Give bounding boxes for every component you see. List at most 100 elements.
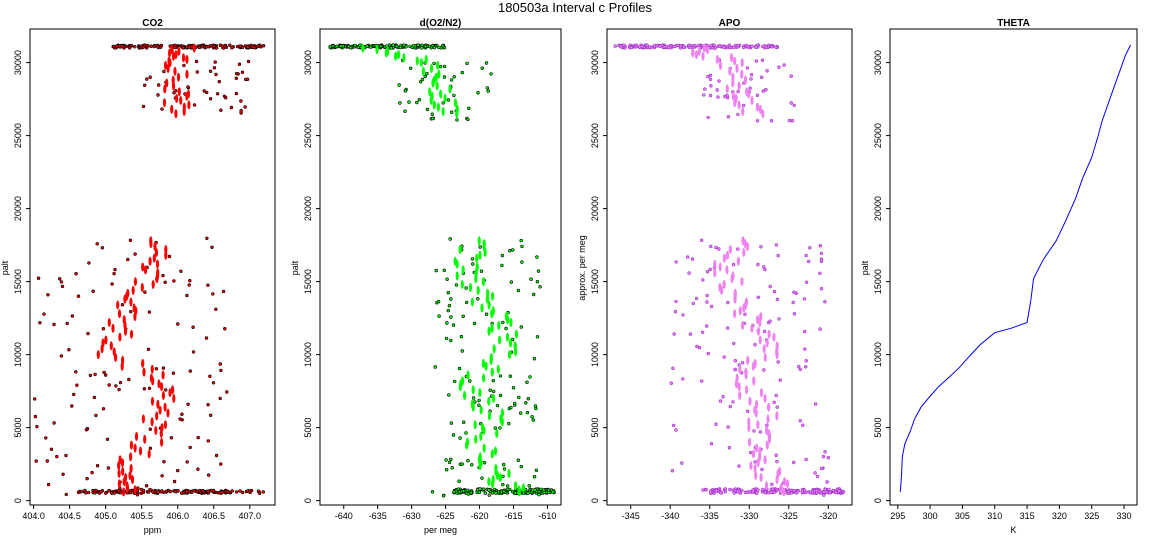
data-point	[748, 490, 752, 494]
data-point	[748, 86, 752, 90]
data-point-cluster	[486, 288, 490, 298]
x-tick-label: 330	[1117, 511, 1132, 521]
data-point-cluster	[763, 393, 767, 403]
data-point-cluster	[490, 367, 494, 377]
data-point	[133, 44, 137, 49]
data-point	[200, 44, 205, 49]
data-point-cluster	[491, 475, 495, 485]
data-point-cluster	[752, 376, 756, 386]
data-point	[822, 493, 826, 497]
data-point	[478, 487, 482, 491]
data-point	[754, 45, 758, 49]
data-point-cluster	[756, 315, 760, 325]
data-point	[756, 488, 760, 492]
data-point-cluster	[761, 109, 765, 119]
data-point	[760, 58, 765, 62]
data-point-cluster	[476, 285, 480, 295]
data-point	[507, 421, 511, 426]
data-point-cluster	[725, 265, 729, 275]
data-point-cluster	[733, 288, 737, 298]
data-point-cluster	[731, 72, 735, 82]
data-point	[794, 491, 799, 495]
data-point-cluster	[186, 89, 191, 99]
data-point	[112, 491, 117, 495]
data-point-cluster	[181, 53, 186, 63]
data-point	[819, 489, 823, 494]
data-point	[395, 44, 399, 48]
data-point	[673, 44, 677, 48]
data-point-cluster	[701, 51, 705, 61]
data-point	[224, 95, 228, 100]
data-point	[444, 458, 448, 462]
data-point-cluster	[158, 405, 162, 415]
data-point	[240, 45, 245, 50]
data-point-cluster	[436, 102, 440, 112]
data-point	[803, 347, 807, 351]
x-tick-label: -320	[819, 511, 837, 521]
data-point-cluster	[484, 361, 488, 371]
data-point-cluster	[749, 461, 753, 471]
data-point-cluster	[129, 329, 134, 339]
data-point-cluster	[718, 61, 723, 70]
data-point-cluster	[435, 81, 439, 91]
data-point	[191, 350, 196, 354]
x-tick-label: 404.5	[58, 511, 81, 521]
data-point	[728, 487, 732, 492]
data-point	[146, 347, 151, 351]
data-point-cluster	[748, 396, 752, 406]
data-point	[804, 457, 808, 462]
data-point-cluster	[128, 471, 132, 480]
data-point-cluster	[424, 54, 428, 64]
data-point	[778, 378, 782, 382]
data-point	[447, 304, 452, 308]
data-point-cluster	[117, 469, 121, 478]
data-point	[760, 467, 764, 472]
data-point	[44, 436, 48, 440]
data-point	[477, 490, 482, 494]
data-point	[770, 482, 774, 486]
data-point	[776, 253, 780, 258]
data-point-cluster	[155, 259, 160, 269]
data-point	[705, 293, 709, 298]
panel-title: THETA	[997, 18, 1030, 29]
data-point-cluster	[170, 45, 174, 55]
data-point	[95, 242, 99, 246]
data-point	[533, 404, 538, 408]
data-point	[74, 370, 78, 374]
data-point	[499, 490, 504, 494]
data-point-cluster	[491, 306, 495, 316]
data-point-cluster	[479, 431, 483, 441]
data-point	[733, 367, 737, 372]
data-point-cluster	[129, 464, 133, 473]
data-point	[508, 249, 512, 253]
data-point	[144, 484, 149, 488]
y-tick-label: 10000	[590, 342, 600, 367]
data-point-cluster	[118, 455, 122, 465]
data-point	[464, 431, 468, 435]
data-point-cluster	[109, 341, 113, 351]
data-point-cluster	[149, 236, 153, 246]
data-point	[60, 284, 65, 289]
data-point	[411, 44, 416, 48]
data-point	[506, 487, 510, 492]
data-point	[102, 370, 106, 375]
data-point-cluster	[753, 358, 757, 368]
data-point-cluster	[481, 277, 485, 287]
data-point	[705, 300, 709, 304]
data-point-cluster	[740, 58, 744, 68]
data-point	[257, 489, 261, 493]
y-axis-label: palt	[0, 260, 10, 275]
data-point	[245, 489, 250, 493]
data-point	[513, 491, 517, 495]
data-point-cluster	[481, 423, 485, 433]
data-point	[169, 436, 174, 440]
data-point	[451, 433, 456, 437]
data-point-cluster	[762, 344, 766, 354]
data-point-cluster	[143, 434, 147, 444]
panel-title: d(O2/N2)	[420, 18, 462, 29]
data-point	[751, 489, 755, 494]
data-point-cluster	[763, 353, 767, 362]
data-point-cluster	[120, 458, 125, 468]
data-point-cluster	[474, 434, 478, 444]
data-point	[214, 307, 218, 311]
